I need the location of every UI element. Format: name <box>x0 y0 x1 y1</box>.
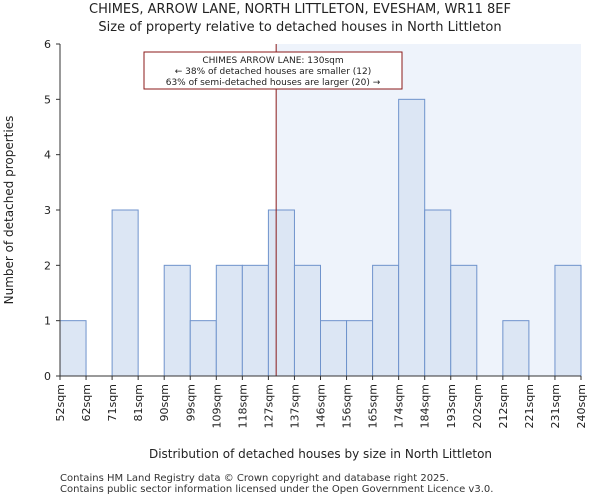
footer-copyright: Contains HM Land Registry data © Crown c… <box>60 473 449 484</box>
x-axis-label: Distribution of detached houses by size … <box>149 447 492 461</box>
annotation-line-1: CHIMES ARROW LANE: 130sqm <box>202 56 343 66</box>
x-tick-label: 184sqm <box>419 384 432 428</box>
x-tick-label: 202sqm <box>471 384 484 428</box>
bar-146sqm <box>320 320 348 377</box>
y-tick-label: 6 <box>44 38 51 51</box>
x-tick-label: 71sqm <box>106 384 119 421</box>
x-tick-label: 81sqm <box>132 384 145 421</box>
axes-group <box>56 43 582 380</box>
x-tick-label: 90sqm <box>158 384 171 421</box>
x-tick-label: 118sqm <box>236 384 249 428</box>
chart-title: CHIMES, ARROW LANE, NORTH LITTLETON, EVE… <box>89 2 511 17</box>
bar-156sqm <box>346 320 374 377</box>
bar-137sqm <box>293 264 322 377</box>
x-tick-label: 62sqm <box>80 384 93 421</box>
x-tick-label: 174sqm <box>393 384 406 428</box>
bars-group <box>59 98 582 377</box>
y-axis-label: Number of detached properties <box>2 116 16 305</box>
x-tick-label: 156sqm <box>341 384 354 428</box>
y-tick-label: 5 <box>44 93 51 106</box>
property-annotation: CHIMES ARROW LANE: 130sqm ← 38% of detac… <box>143 51 403 90</box>
y-tick-label: 4 <box>44 149 51 162</box>
x-tick-label: 221sqm <box>523 384 536 428</box>
annotation-box <box>143 51 403 90</box>
bar-127sqm <box>267 209 295 377</box>
y-tick-labels: 0 1 2 3 4 5 6 <box>44 38 51 383</box>
annotation-line-2: ← 38% of detached houses are smaller (12… <box>175 67 372 77</box>
x-tick-label: 127sqm <box>262 384 275 428</box>
bar-165sqm <box>372 264 400 377</box>
bar-184sqm <box>424 209 452 377</box>
bar-90sqm <box>163 264 191 377</box>
bar-118sqm <box>241 264 269 377</box>
y-tick-label: 2 <box>44 259 51 272</box>
chart-subtitle: Size of property relative to detached ho… <box>98 20 502 35</box>
annotation-line-3: 63% of semi-detached houses are larger (… <box>166 78 381 88</box>
bar-52sqm <box>59 320 87 377</box>
x-tick-label: 137sqm <box>288 384 301 428</box>
bar-99sqm <box>189 320 217 377</box>
x-tick-labels: 52sqm 62sqm 71sqm 81sqm 90sqm 99sqm 109sqm 118s… <box>54 384 588 428</box>
x-tick-label: 212sqm <box>497 384 510 428</box>
x-tick-label: 109sqm <box>210 384 223 428</box>
footer-licence: Contains public sector information licen… <box>60 484 494 495</box>
x-tick-label: 146sqm <box>315 384 328 428</box>
y-tick-label: 0 <box>44 370 51 383</box>
x-tick-label: 165sqm <box>367 384 380 428</box>
x-tick-label: 99sqm <box>184 384 197 421</box>
y-tick-label: 1 <box>44 315 51 328</box>
x-tick-label: 240sqm <box>575 384 588 428</box>
x-tick-label: 193sqm <box>445 384 458 428</box>
x-tick-label: 231sqm <box>549 384 562 428</box>
bar-71sqm <box>111 209 139 377</box>
bar-231sqm <box>554 264 582 377</box>
bar-174sqm <box>398 98 426 377</box>
y-tick-label: 3 <box>44 204 51 217</box>
bar-212sqm <box>502 320 530 377</box>
bar-193sqm <box>450 264 478 377</box>
bar-109sqm <box>215 264 243 377</box>
x-tick-label: 52sqm <box>54 384 67 421</box>
